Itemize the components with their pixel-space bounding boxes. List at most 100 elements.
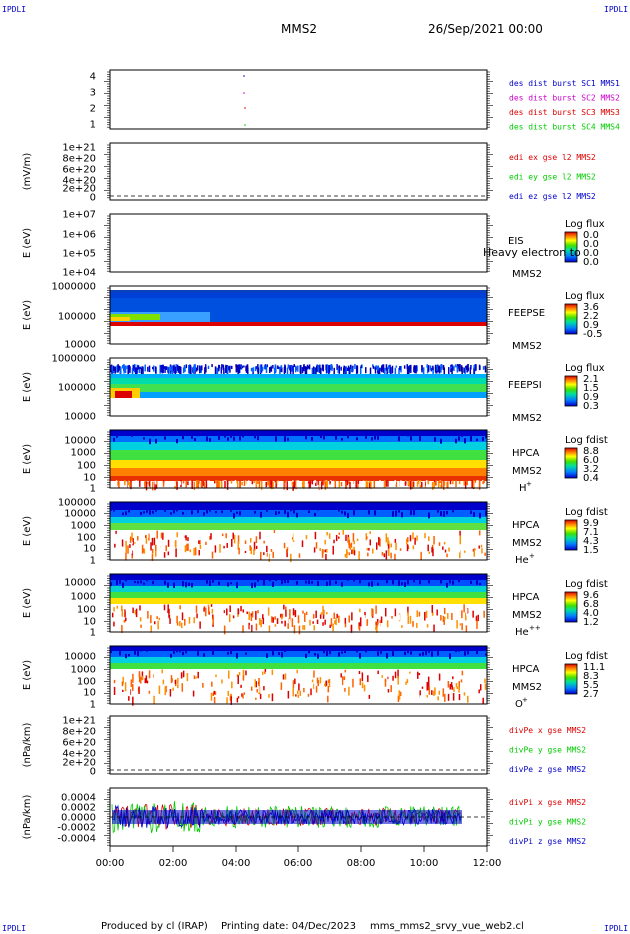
ylabel-feepsi: E (eV)	[22, 372, 33, 402]
ytick-label-feepse: 10000	[64, 340, 96, 351]
species-charge: ++	[529, 624, 541, 632]
colorbar-title: Log fdist	[565, 507, 608, 518]
panel-frame-divpe	[109, 715, 488, 775]
ytick-label-edi: 8e+20	[62, 154, 96, 165]
colorbar-tick-label: 3.2	[583, 464, 599, 475]
colorbar-title: Log flux	[565, 291, 605, 302]
legend-entry: edi ey gse l2 MMS2	[509, 173, 596, 182]
ytick-label-divpi: 0.0002	[61, 803, 96, 814]
legend-entry: divPi y gse MMS2	[509, 818, 586, 827]
panel-frame-feepse	[109, 285, 488, 345]
ytick-label-hpca_o: 10	[83, 688, 96, 699]
colorbar-tick-label: 2.2	[583, 311, 599, 322]
colorbar-tick-label: 0.0	[583, 230, 599, 241]
species-label: He	[515, 555, 529, 566]
xtick-label: 08:00	[347, 858, 376, 869]
ylabel-hpca_he1: E (eV)	[22, 516, 33, 546]
colorbar-tick-label: 0.3	[583, 401, 599, 412]
xtick-label: 10:00	[410, 858, 439, 869]
ylabel-edi: (mV/m)	[22, 153, 33, 191]
ytick-label-feepse: 100000	[58, 312, 96, 323]
panel-frame-burst	[109, 69, 488, 130]
ytick-label-edi: 2e+20	[62, 184, 96, 195]
colorbar-tick-label: 0.0	[583, 248, 599, 259]
spacecraft-label: MMS2	[512, 269, 542, 280]
xtick-label: 02:00	[159, 858, 188, 869]
ytick-label-hpca_he2: 1	[90, 628, 96, 639]
spacecraft-title: MMS2	[281, 22, 317, 36]
ytick-label-burst: 2	[90, 104, 96, 115]
colorbar-tick-label: 0.9	[583, 392, 599, 403]
colorbar	[564, 375, 578, 407]
ytick-label-divpi: 0.0004	[61, 793, 96, 804]
corner-label-top-left: IPDLI	[2, 5, 27, 14]
panel-frame-hpca_he2	[109, 573, 488, 633]
ytick-label-hpca_o: 10000	[64, 652, 96, 663]
xtick-label: 12:00	[473, 858, 502, 869]
xtick-label: 06:00	[284, 858, 313, 869]
spacecraft-label: MMS2	[512, 341, 542, 352]
legend-entry: des dist burst SC1 MMS1	[509, 79, 620, 88]
ytick-label-hpca_he1: 1	[90, 556, 96, 567]
legend-entry: des dist burst SC2 MMS2	[509, 94, 620, 103]
ytick-label-hpca_he2: 10000	[64, 578, 96, 589]
panel-frame-hpca_o	[109, 645, 488, 705]
panel-frame-hpca_h	[109, 429, 488, 489]
ytick-label-divpe: 6e+20	[62, 738, 96, 749]
burst-point	[243, 75, 245, 77]
footer-filename: mms_mms2_srvy_vue_web2.cl	[370, 921, 524, 932]
colorbar-tick-label: 9.6	[583, 590, 599, 601]
ytick-label-hpca_he1: 1000	[71, 521, 96, 532]
colorbar-tick-label: 3.6	[583, 302, 599, 313]
colorbar	[564, 519, 578, 551]
colorbar-tick-label: 6.0	[583, 455, 599, 466]
legend-entry: divPe z gse MMS2	[509, 765, 586, 774]
ylabel-hpca_he2: E (eV)	[22, 588, 33, 618]
ytick-label-burst: 1	[90, 120, 96, 131]
ylabel-divpe: (nPa/km)	[22, 723, 33, 768]
colorbar	[564, 663, 578, 695]
ytick-label-edi: 1e+21	[62, 143, 96, 154]
burst-point	[244, 124, 246, 126]
colorbar-tick-label: 1.5	[583, 545, 599, 556]
legend-entry: divPi x gse MMS2	[509, 798, 586, 807]
panel-frame-hpca_he1	[109, 501, 488, 561]
ytick-label-hpca_he1: 100	[77, 533, 96, 544]
instrument-label: HPCA	[512, 592, 540, 603]
spacecraft-label: MMS2	[512, 610, 542, 621]
corner-label-bottom-right: IPDLI	[604, 924, 629, 933]
footer-produced-by: Produced by cl (IRAP)	[101, 921, 208, 932]
ytick-label-hpca_he2: 1000	[71, 592, 96, 603]
xtick-label: 04:00	[222, 858, 251, 869]
ytick-label-feepsi: 100000	[58, 383, 96, 394]
colorbar-tick-label: 0.9	[583, 320, 599, 331]
ytick-label-eis: 1e+07	[62, 210, 96, 221]
colorbar	[564, 447, 578, 479]
ytick-label-hpca_h: 100	[77, 461, 96, 472]
ytick-label-feepsi: 1000000	[51, 354, 96, 365]
colorbar-tick-label: 4.3	[583, 536, 599, 547]
ytick-label-feepse: 1000000	[51, 282, 96, 293]
ytick-label-divpe: 4e+20	[62, 749, 96, 760]
ytick-label-eis: 1e+06	[62, 230, 96, 241]
footer-printing-date: Printing date: 04/Dec/2023	[221, 921, 357, 932]
datetime-title: 26/Sep/2021 00:00	[428, 22, 543, 36]
species-label: He	[515, 627, 529, 638]
species-charge: +	[526, 480, 532, 488]
legend-entry: des dist burst SC3 MMS3	[509, 108, 620, 117]
instrument-label: EIS	[508, 236, 524, 247]
colorbar-tick-label: -0.5	[583, 329, 603, 340]
colorbar-tick-label: 1.2	[583, 617, 599, 628]
spacecraft-label: MMS2	[512, 682, 542, 693]
legend-entry: des dist burst SC4 MMS4	[509, 123, 620, 132]
panel-frame-edi	[109, 142, 488, 201]
species-label: H	[519, 483, 527, 494]
ytick-label-divpi: -0.0004	[57, 834, 96, 845]
ytick-label-divpe: 2e+20	[62, 758, 96, 769]
ytick-label-feepsi: 10000	[64, 412, 96, 423]
instrument-label: HPCA	[512, 448, 540, 459]
species-charge: +	[522, 696, 528, 704]
ytick-label-hpca_h: 10000	[64, 436, 96, 447]
legend-entry: edi ex gse l2 MMS2	[509, 153, 596, 162]
colorbar-tick-label: 8.3	[583, 671, 599, 682]
